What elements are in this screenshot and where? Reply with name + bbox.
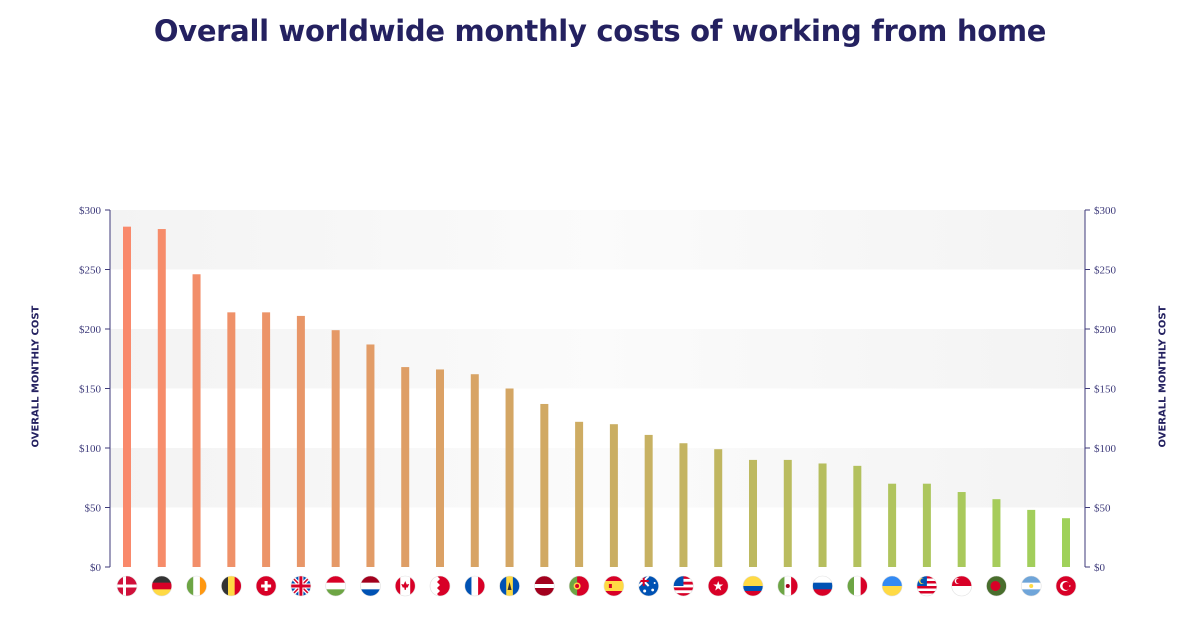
left-tick-label: $300 [79,205,102,217]
colombia-flag-icon [742,575,764,597]
barbados-flag-icon [499,575,520,597]
france-flag-icon [464,575,486,597]
bar-bangladesh[interactable] [992,499,1001,567]
right-tick-label: $150 [1094,384,1117,396]
bar-australia[interactable] [644,434,653,567]
turkey-flag-icon [1055,575,1077,597]
malaysia-flag-icon [916,575,938,597]
bar-hong-kong[interactable] [714,449,723,567]
denmark-flag-icon [116,575,138,597]
left-tick-label: $100 [79,443,102,455]
right-tick-label: $200 [1094,324,1117,336]
bar-barbados[interactable] [505,388,514,568]
bar-latvia[interactable] [540,403,549,567]
latvia-flag-icon [534,575,555,597]
bar-spain[interactable] [609,424,618,567]
bar-belgium[interactable] [227,312,236,567]
usa-flag-icon [673,575,694,597]
grid-band [110,448,1085,508]
argentina-flag-icon [1020,575,1042,597]
bar-singapore[interactable] [957,492,966,567]
right-tick-label: $0 [1094,562,1106,574]
left-tick-label: $50 [85,503,102,515]
grid-band [110,329,1085,389]
left-tick-label: $150 [79,384,102,396]
bar-france[interactable] [470,374,479,567]
hungary-flag-icon [325,575,346,597]
bahrain-flag-icon [429,575,451,597]
bar-ireland[interactable] [192,274,201,567]
right-tick-label: $50 [1094,503,1111,515]
bar-colombia[interactable] [749,459,757,567]
switzerland-flag-icon [255,575,277,597]
bar-united-states[interactable] [679,443,688,567]
russia-flag-icon [812,575,833,597]
bar-mexico[interactable] [783,459,792,567]
belgium-flag-icon [221,575,242,597]
grid-bands [110,210,1085,508]
singapore-flag-icon [951,575,972,597]
bar-turkey[interactable] [1062,518,1070,567]
bangladesh-flag-icon [986,575,1007,597]
left-tick-label: $250 [79,265,102,277]
bar-malaysia[interactable] [922,483,931,567]
germany-flag-icon [151,575,173,597]
bar-argentina[interactable] [1027,509,1036,567]
right-tick-label: $300 [1094,205,1117,217]
right-tick-label: $100 [1094,443,1117,455]
bar-portugal[interactable] [575,421,584,567]
bar-netherlands[interactable] [366,344,375,567]
left-tick-label: $200 [79,324,102,336]
ireland-flag-icon [186,575,207,597]
ukraine-flag-icon [881,575,903,597]
canada-flag-icon [394,575,416,597]
portugal-flag-icon [568,575,590,597]
x-axis-flags [116,575,1077,597]
bar-germany[interactable] [157,229,166,568]
bar-russia[interactable] [818,463,827,567]
grid-band [110,210,1085,270]
right-tick-label: $250 [1094,265,1117,277]
bar-canada[interactable] [401,367,410,567]
bar-ukraine[interactable] [888,483,897,567]
bar-united-kingdom[interactable] [296,315,305,567]
netherlands-flag-icon [360,575,381,597]
bars [123,226,1070,568]
axes: $0 $0 $50 $50 $100 $100 $150 $150 $200 $200 $250 $2… [79,205,1117,574]
uk-flag-icon [290,575,312,597]
chart-title: Overall worldwide monthly costs of worki… [153,14,1047,48]
bar-italy[interactable] [853,465,862,567]
mexico-flag-icon [777,575,799,597]
bar-bahrain[interactable] [436,369,444,567]
bar-switzerland[interactable] [262,312,271,567]
hong-kong-flag-icon [707,575,729,597]
left-tick-label: $0 [90,562,102,574]
italy-flag-icon [847,575,868,597]
spain-flag-icon [603,575,625,597]
bar-hungary[interactable] [331,330,340,567]
australia-flag-icon [638,575,659,597]
bar-denmark[interactable] [123,226,131,567]
